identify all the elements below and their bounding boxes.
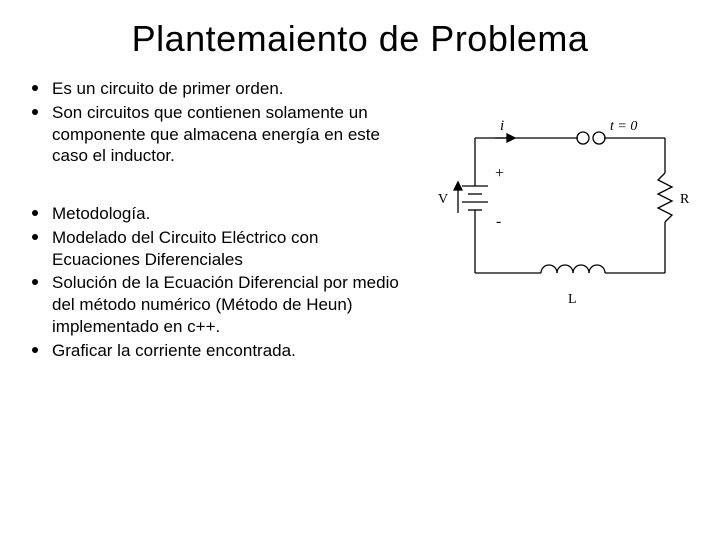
inductor-label: L <box>568 292 577 307</box>
bullet-group-bottom: Metodología. Modelado del Circuito Eléct… <box>30 203 400 361</box>
voltage-label: V <box>438 192 448 207</box>
switch-label: t = 0 <box>610 119 637 134</box>
list-item: Es un circuito de primer orden. <box>30 78 400 100</box>
bullet-group-top: Es un circuito de primer orden. Son circ… <box>30 78 400 167</box>
circuit-diagram: i t = 0 + - V R L <box>420 108 700 318</box>
plus-label: + <box>495 165 504 182</box>
minus-label: - <box>496 213 501 230</box>
diagram-column: i t = 0 + - V R L <box>400 78 700 363</box>
list-item: Modelado del Circuito Eléctrico con Ecua… <box>30 227 400 271</box>
page-title: Plantemaiento de Problema <box>0 0 720 60</box>
list-item: Solución de la Ecuación Diferencial por … <box>30 272 400 337</box>
resistor-label: R <box>680 192 690 207</box>
bullet-column: Es un circuito de primer orden. Son circ… <box>30 78 400 363</box>
content-area: Es un circuito de primer orden. Son circ… <box>0 60 720 363</box>
list-item: Son circuitos que contienen solamente un… <box>30 102 400 167</box>
current-label: i <box>500 118 504 134</box>
list-item: Metodología. <box>30 203 400 225</box>
list-item: Graficar la corriente encontrada. <box>30 340 400 362</box>
